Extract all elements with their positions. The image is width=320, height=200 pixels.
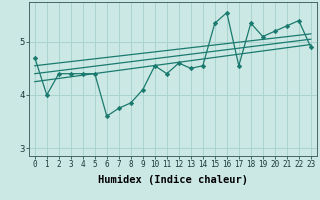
X-axis label: Humidex (Indice chaleur): Humidex (Indice chaleur) — [98, 175, 248, 185]
